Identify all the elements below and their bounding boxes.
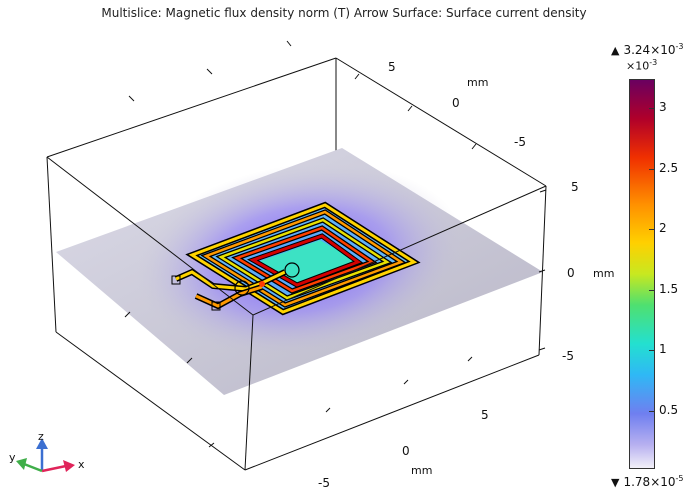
tick-right-m5: -5 xyxy=(562,349,574,363)
colorbar-tick-label: 1 xyxy=(659,342,667,357)
tick-right-unit: mm xyxy=(593,267,614,280)
colorbar-tick-label: 2 xyxy=(659,221,667,236)
triad-y-label: y xyxy=(9,451,16,464)
colorbar-tick-mark xyxy=(649,410,654,412)
colorbar-tick-mark xyxy=(649,289,654,291)
tick-top-m5: -5 xyxy=(514,135,526,149)
colorbar-multiplier: ×10-3 xyxy=(626,58,658,73)
colorbar-tick-label: 1.5 xyxy=(659,281,679,296)
axis-tick-marks xyxy=(124,40,547,448)
tick-top-5: 5 xyxy=(388,60,396,74)
colorbar-tick-mark xyxy=(649,108,654,110)
bounding-box-back xyxy=(46,57,547,187)
coil xyxy=(171,201,421,316)
max-triangle-icon: ▲ xyxy=(611,44,620,57)
colorbar-tick-label: 2.5 xyxy=(659,160,679,175)
axis-triad[interactable]: z x y xyxy=(9,430,85,473)
plot-title: Multislice: Magnetic flux density norm (… xyxy=(101,6,587,20)
tick-bottom-0: 0 xyxy=(402,444,410,458)
tick-right-0: 0 xyxy=(567,266,575,280)
bounding-box-front xyxy=(46,156,547,471)
colorbar-tick-mark xyxy=(649,350,654,352)
tick-bottom-unit: mm xyxy=(411,464,432,477)
tick-right-5: 5 xyxy=(571,180,579,194)
tick-bottom-m5: -5 xyxy=(318,476,330,490)
triad-x-label: x xyxy=(78,458,85,471)
triad-z-label: z xyxy=(38,430,44,443)
tick-top-0: 0 xyxy=(452,96,460,110)
colorbar-tick-label: 3 xyxy=(659,100,667,115)
colorbar-max-label: ▲ 3.24×10-3 xyxy=(611,42,684,57)
colorbar-tick-label: 0.5 xyxy=(659,402,679,417)
min-triangle-icon: ▼ xyxy=(611,476,620,489)
colorbar-tick-mark xyxy=(649,229,654,231)
colorbar xyxy=(629,79,655,469)
tick-top-unit: mm xyxy=(467,76,488,89)
colorbar-tick-mark xyxy=(649,168,654,170)
colorbar-min-label: ▼ 1.78×10-5 xyxy=(611,474,684,489)
tick-bottom-5: 5 xyxy=(481,408,489,422)
